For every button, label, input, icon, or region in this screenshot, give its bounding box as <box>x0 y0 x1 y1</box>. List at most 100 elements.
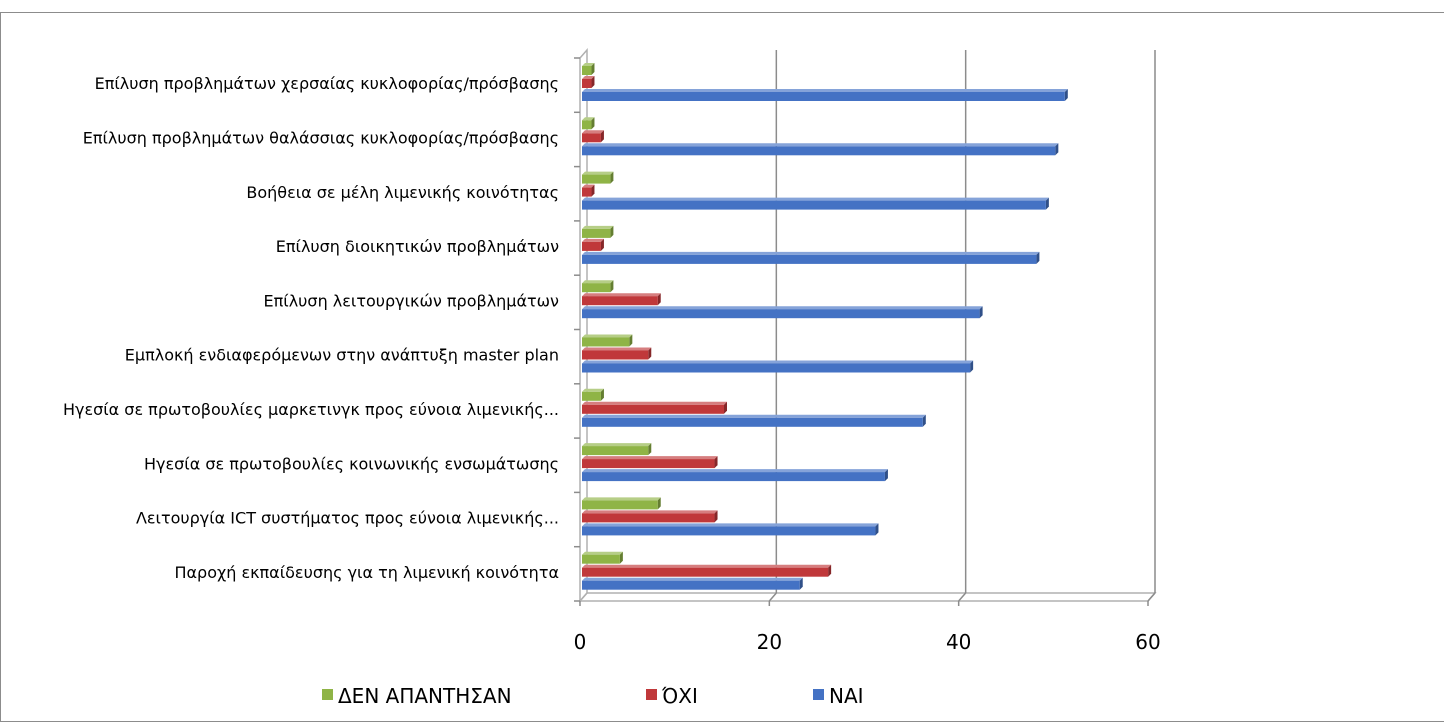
gridline-foot-3 <box>1147 592 1156 602</box>
bar-end-face <box>828 564 832 577</box>
bar-top-face <box>582 401 727 405</box>
legend-swatch <box>322 689 333 700</box>
gridline-foot-2 <box>958 592 967 602</box>
bar-front-face <box>582 513 715 523</box>
category-label: Ηγεσία σε πρωτοβουλίες μαρκετινγκ προς ε… <box>63 400 559 419</box>
bar-top-face <box>582 225 614 229</box>
bar-end-face <box>875 523 879 536</box>
bar-end-face <box>657 497 661 510</box>
bar-end-face <box>610 280 614 293</box>
bar-end-face <box>724 401 727 414</box>
bar-8-1 <box>582 510 718 523</box>
bar-front-face <box>582 554 620 564</box>
bar-end-face <box>714 510 718 523</box>
category-label: Ηγεσία σε πρωτοβουλίες κοινωνικής ενσωμά… <box>144 454 559 473</box>
legend-item-1: ΌΧΙ <box>646 684 698 708</box>
bar-top-face <box>582 293 661 297</box>
bar-2-2 <box>582 197 1049 210</box>
category-label: Επίλυση διοικητικών προβλημάτων <box>276 237 559 256</box>
bar-end-face <box>629 334 633 347</box>
bar-6-2 <box>582 414 926 427</box>
legend-swatch <box>813 689 824 700</box>
x-tick-label: 0 <box>574 630 587 654</box>
legend-item-0: ΔΕΝ ΑΠΑΝΤΗΣΑΝ <box>322 684 512 708</box>
bar-end-face <box>591 63 595 75</box>
x-tick-label: 40 <box>946 630 971 654</box>
bar-front-face <box>582 337 630 347</box>
category-labels: Επίλυση προβλημάτων χερσαίας κυκλοφορίας… <box>63 74 559 582</box>
bar-top-face <box>582 306 983 310</box>
bar-front-face <box>582 446 649 456</box>
category-label: Επίλυση λειτουργικών προβλημάτων <box>264 291 560 310</box>
bar-front-face <box>582 391 601 401</box>
bar-top-face <box>582 414 926 418</box>
bar-4-0 <box>582 280 614 293</box>
bar-top-face <box>582 551 623 555</box>
bar-end-face <box>600 388 604 401</box>
legend-label: ΔΕΝ ΑΠΑΝΤΗΣΑΝ <box>338 684 512 708</box>
bar-3-0 <box>582 225 614 238</box>
bar-2-0 <box>582 171 614 184</box>
bar-end-face <box>600 238 604 251</box>
bar-top-face <box>582 130 604 134</box>
bar-front-face <box>582 200 1046 210</box>
bar-front-face <box>582 66 592 75</box>
bar-top-face <box>582 469 888 473</box>
bar-end-face <box>610 171 614 184</box>
bar-end-face <box>1055 143 1059 156</box>
bar-top-face <box>582 184 595 188</box>
category-label: Παροχή εκπαίδευσης για τη λιμενική κοινό… <box>174 563 559 582</box>
bar-front-face <box>582 120 592 130</box>
chart-frame <box>0 12 1444 722</box>
bar-8-2 <box>582 523 879 536</box>
bar-top-face <box>582 171 614 175</box>
bar-front-face <box>582 580 800 590</box>
bar-4-2 <box>582 306 983 319</box>
legend-item-2: ΝΑΙ <box>813 684 864 708</box>
bar-front-face <box>582 241 601 251</box>
x-axis-tick-labels: 0 20 40 60 <box>574 630 1161 654</box>
bar-top-face <box>582 388 604 392</box>
bar-5-0 <box>582 334 633 347</box>
bar-end-face <box>979 306 983 319</box>
bar-3-2 <box>582 251 1040 264</box>
bar-end-face <box>610 225 614 238</box>
bar-end-face <box>591 76 595 88</box>
bar-front-face <box>582 283 611 293</box>
bar-front-face <box>582 472 885 482</box>
bar-end-face <box>1064 89 1068 101</box>
bar-front-face <box>582 526 876 536</box>
bar-end-face <box>1045 197 1049 210</box>
gridline-foot-1 <box>768 592 777 602</box>
bar-front-face <box>582 187 592 197</box>
x-tick-label: 60 <box>1135 630 1160 654</box>
bar-top-face <box>582 63 595 66</box>
bar-top-face <box>582 510 718 514</box>
bar-top-face <box>582 564 832 568</box>
legend-label: ΌΧΙ <box>661 684 698 708</box>
bar-front-face <box>582 417 923 427</box>
bar-end-face <box>648 443 652 456</box>
legend-swatch <box>646 689 657 700</box>
bar-front-face <box>582 228 611 238</box>
bar-top-face <box>582 347 652 351</box>
bar-8-0 <box>582 497 661 510</box>
bar-end-face <box>922 414 926 427</box>
bar-end-face <box>591 184 595 197</box>
bar-front-face <box>582 459 715 469</box>
category-label: Λειτουργία ICT συστήματος προς εύνοια λι… <box>136 509 559 528</box>
x-tick-label: 20 <box>757 630 782 654</box>
bar-top-face <box>582 360 974 364</box>
bar-top-face <box>582 443 652 447</box>
bar-6-1 <box>582 401 727 414</box>
bar-top-face <box>582 497 661 501</box>
bar-end-face <box>600 130 604 143</box>
chart-bars <box>582 63 1068 590</box>
bar-front-face <box>582 133 601 143</box>
bar-front-face <box>582 309 980 319</box>
bar-end-face <box>1036 251 1040 264</box>
bar-top-face <box>582 334 633 338</box>
bar-top-face <box>582 197 1049 201</box>
bar-front-face <box>582 296 658 306</box>
